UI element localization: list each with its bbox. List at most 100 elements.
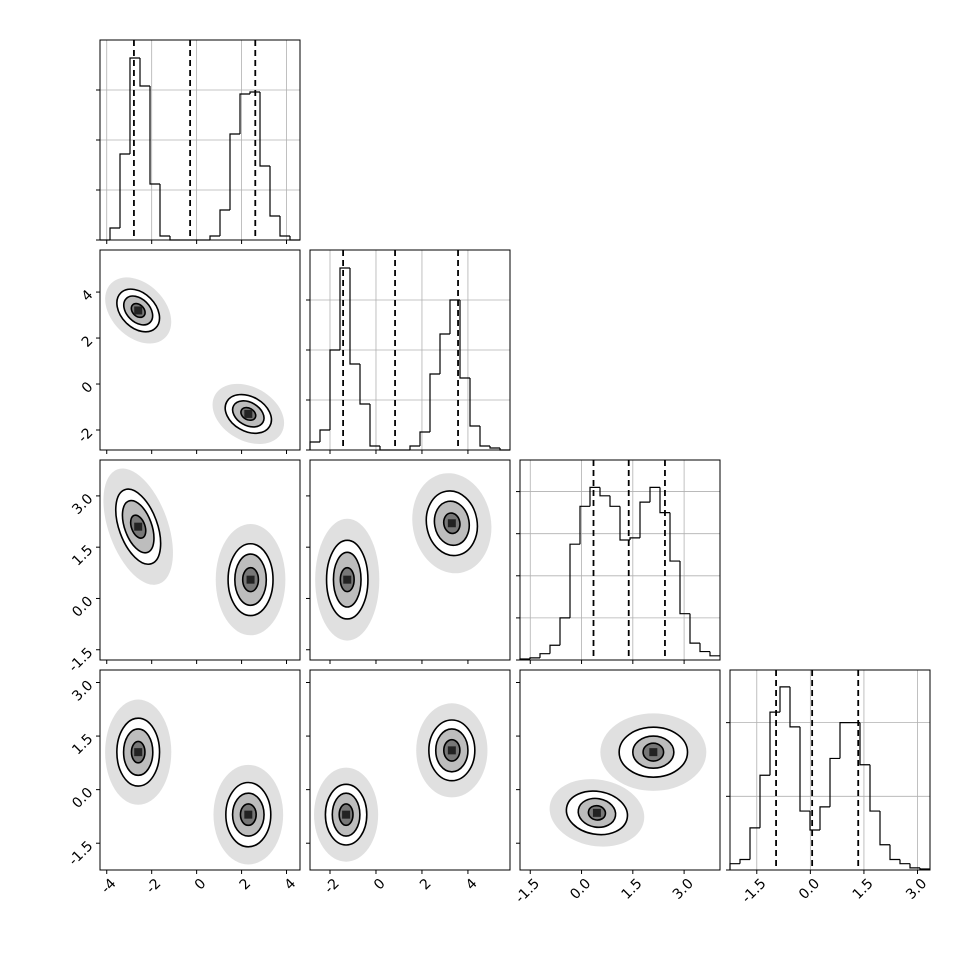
panel-frame: [99, 669, 301, 871]
histogram-bin: [459, 300, 470, 379]
histogram-bin: [649, 486, 660, 503]
y-tick-label: -1.5: [66, 645, 97, 676]
density-peak: [649, 748, 658, 757]
histogram-bin: [739, 858, 750, 864]
y-tick-label: 3.0: [69, 678, 96, 705]
histogram-bin: [439, 333, 450, 374]
y-tick-label: 0.0: [69, 785, 96, 812]
density-peak: [244, 409, 253, 418]
histogram-bin: [699, 643, 710, 653]
x-tick-label: 2: [237, 876, 255, 894]
contour-panel: [314, 703, 488, 862]
histogram-bin: [759, 774, 770, 828]
histogram-bin: [339, 267, 350, 350]
histogram-bin: [319, 429, 330, 442]
histogram-bin: [129, 57, 140, 154]
histogram-panel: [96, 39, 301, 244]
density-peak: [447, 519, 456, 528]
x-tick-label: 3.0: [903, 876, 930, 903]
histogram-bin: [909, 863, 920, 869]
histogram-bin: [769, 711, 780, 776]
x-tick-label: -2: [322, 876, 343, 897]
histogram-bin: [279, 216, 290, 237]
contour-panel: [315, 473, 492, 641]
histogram-bin: [329, 349, 340, 430]
histogram-bin: [409, 445, 420, 450]
histogram-bin: [619, 506, 630, 541]
x-tick-label: 0.0: [567, 876, 594, 903]
histogram-bin: [809, 811, 820, 831]
histogram-bin: [669, 512, 680, 562]
histogram-bin: [749, 827, 760, 860]
histogram-bin: [159, 184, 170, 237]
y-tick-label: 3.0: [69, 491, 96, 518]
y-tick-label: -2: [75, 425, 96, 446]
x-tick-label: 4: [463, 876, 481, 894]
histogram-bin: [119, 153, 130, 228]
histogram-bin: [709, 651, 720, 657]
histogram-bin: [449, 299, 460, 334]
histogram-bin: [659, 487, 670, 514]
y-tick-label: -1.5: [66, 838, 97, 869]
y-tick-label: 1.5: [69, 542, 96, 569]
panel-frame: [519, 459, 721, 661]
x-tick-label: -1.5: [739, 876, 770, 907]
histogram-bin: [869, 764, 880, 812]
y-tick-label: 2: [79, 333, 97, 351]
panel-frame: [519, 669, 721, 871]
histogram-bin: [229, 133, 240, 210]
x-tick-label: -1.5: [512, 876, 543, 907]
histogram-bin: [919, 867, 930, 870]
x-tick-label: 1.5: [618, 876, 645, 903]
histogram-panel: [306, 249, 511, 454]
histogram-bin: [289, 236, 300, 241]
contour-panel: [549, 713, 707, 847]
x-tick-label: 0.0: [796, 876, 823, 903]
density-peak: [342, 810, 351, 819]
histogram-bin: [549, 644, 560, 654]
x-tick-label: 3.0: [670, 876, 697, 903]
histogram-bin: [139, 58, 150, 87]
histogram-bin: [539, 653, 550, 658]
histogram-bin: [589, 486, 600, 507]
histogram-bin: [839, 722, 850, 759]
histogram-bin: [169, 236, 180, 241]
histogram-bin: [899, 859, 910, 865]
histogram-bin: [679, 561, 690, 615]
histogram-bin: [579, 505, 590, 545]
density-peak: [343, 575, 352, 584]
panel-frame: [309, 249, 511, 451]
x-tick-label: 0: [371, 876, 389, 894]
x-tick-label: 0: [192, 876, 210, 894]
x-tick-label: 2: [417, 876, 435, 894]
x-tick-label: -4: [98, 876, 119, 897]
density-peak: [134, 306, 143, 315]
density-peak: [134, 748, 143, 757]
histogram-bin: [379, 446, 390, 451]
histogram-bin: [489, 446, 500, 449]
x-tick-label: 4: [282, 876, 300, 894]
histogram-bin: [429, 373, 440, 432]
histogram-bin: [419, 431, 430, 446]
histogram-bin: [479, 426, 490, 447]
contour-panel: [103, 468, 286, 636]
histogram-bin: [629, 537, 640, 540]
histogram-bin: [789, 686, 800, 728]
histogram-bin: [109, 227, 120, 240]
histogram-bin: [209, 235, 220, 240]
histogram-bin: [829, 757, 840, 807]
density-peak: [592, 808, 601, 817]
histogram-bin: [249, 91, 260, 94]
panel-frame: [309, 669, 511, 871]
histogram-bin: [359, 364, 370, 405]
histogram-bin: [269, 166, 280, 217]
x-tick-label: 1.5: [850, 876, 877, 903]
histogram-bin: [469, 378, 480, 427]
histogram-bin: [219, 209, 230, 236]
histogram-bin: [369, 404, 380, 447]
histogram-bin: [309, 441, 320, 450]
panel-frame: [99, 459, 301, 661]
histogram-bin: [689, 613, 700, 644]
contour-panel: [105, 699, 284, 865]
histogram-bin: [349, 268, 360, 365]
